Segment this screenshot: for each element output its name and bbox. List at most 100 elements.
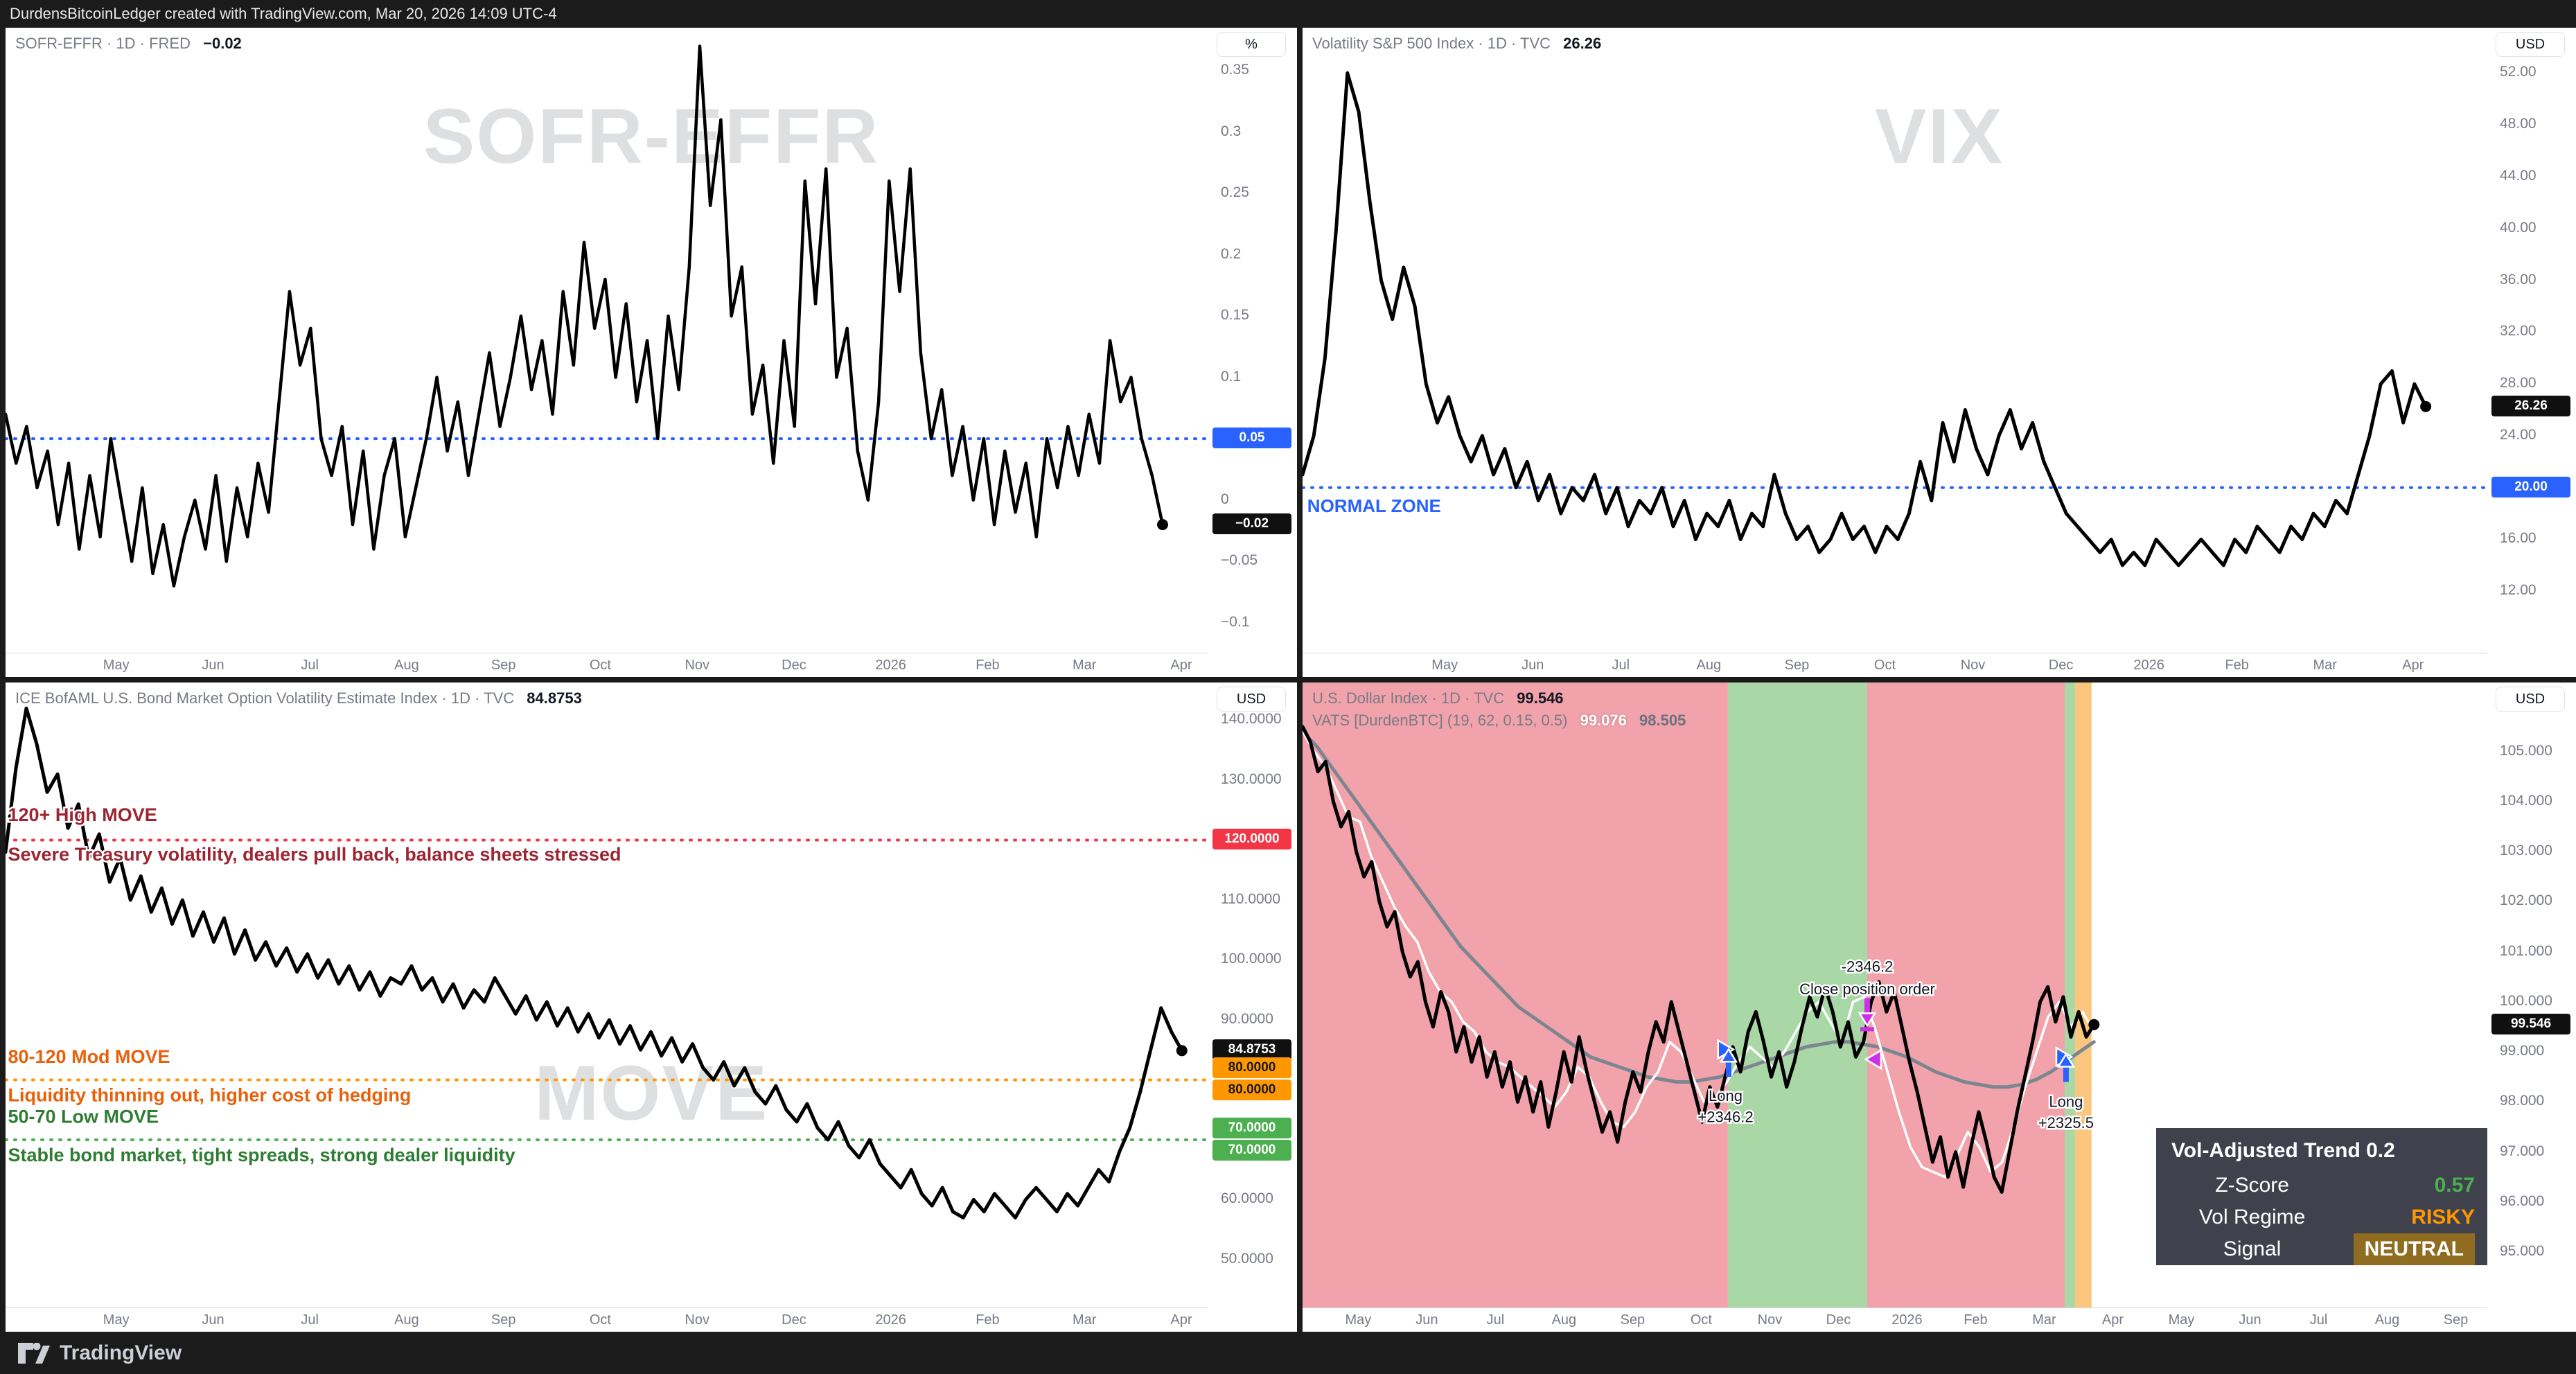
x-tick-label: Apr [1170,658,1192,673]
x-tick-label: 2026 [1891,1312,1923,1328]
x-tick-label: Sep [1784,658,1810,673]
sofr-time-axis[interactable]: May Jun Jul Aug Sep Oct Nov Dec 2026 Feb Mar Apr [6,653,1208,677]
x-tick-label: 2026 [2133,658,2164,673]
sofr-symbol-title[interactable]: SOFR-EFFR · 1D · FRED [15,35,191,52]
vix-plot-area[interactable]: NORMAL ZONE [1303,28,2487,653]
chart-annotation: NORMAL ZONE [1307,495,1441,516]
trade-marker-arrow-up[interactable] [2056,1052,2076,1068]
x-tick-label: May [1431,658,1458,673]
x-tick-label: Oct [1873,658,1896,673]
y-tick-label: 50.0000 [1221,1250,1273,1267]
dxy-last-value: 99.546 [1517,689,1564,707]
y-tick-label: 99.000 [2500,1043,2545,1059]
sofr-last-value: −0.02 [203,35,242,52]
vix-time-axis[interactable]: May Jun Jul Aug Sep Oct Nov Dec 2026 Feb Mar Apr [1303,653,2487,677]
x-tick-label: Jun [1415,1312,1438,1328]
x-tick-label: 2026 [875,658,906,673]
price-badge: 26.26 [2491,395,2570,416]
vix-symbol-title[interactable]: Volatility S&P 500 Index · 1D · TVC [1312,35,1551,52]
y-tick-label: 100.000 [2500,992,2552,1009]
x-tick-label: Dec [1826,1312,1851,1328]
move-chart-svg[interactable]: 120+ High MOVE Severe Treasury volatility… [6,682,1208,1308]
sofr-chart-svg[interactable] [6,28,1208,653]
dxy-time-axis[interactable]: May Jun Jul Aug Sep Oct Nov Dec 2026 Feb Mar Apr May… [1303,1307,2487,1332]
vix-price-axis[interactable]: USD 52.00 48.00 44.00 40.00 36.00 32.00 28.00 2… [2487,28,2576,653]
y-tick-label: 0 [1221,491,1229,507]
dxy-series-slow-ma[interactable] [1303,730,2096,1089]
x-tick-label: 2026 [875,1312,906,1328]
sofr-chart-header: SOFR-EFFR · 1D · FRED −0.02 [15,35,242,53]
vol-regime-value: RISKY [2411,1206,2475,1228]
y-tick-label: 28.00 [2500,375,2537,391]
sofr-unit-button[interactable]: % [1217,32,1286,57]
move-price-axis[interactable]: USD 140.0000 130.0000 110.0000 100.0000 90.0… [1208,682,1297,1308]
trade-marker-arrow-down[interactable] [1858,1012,1877,1028]
chart-annotation: 50-70 Low MOVE [8,1107,159,1127]
x-tick-label: Jul [1486,1312,1505,1328]
sofr-price-axis[interactable]: % 0.35 0.3 0.25 0.2 0.15 0.1 0 −0.05 −0.1 0.05 −0.… [1208,28,1297,653]
move-plot-area[interactable]: 120+ High MOVE Severe Treasury volatility… [6,682,1208,1308]
x-tick-label: Dec [2048,658,2074,673]
chart-annotation: Liquidity thinning out, higher cost of h… [8,1085,412,1106]
x-tick-label: May [103,1312,130,1328]
y-tick-label: 95.000 [2500,1243,2545,1260]
move-symbol-title[interactable]: ICE BofAML U.S. Bond Market Option Volat… [15,689,515,707]
x-tick-label: May [2168,1312,2195,1328]
y-tick-label: 48.00 [2500,116,2537,132]
signal-badge: NEUTRAL [2353,1233,2475,1265]
price-badge: 0.05 [1212,428,1291,449]
chart-annotation: Close position order [1799,980,1935,998]
dxy-price-axis[interactable]: USD 105.000 104.000 103.000 102.000 101.000 1… [2487,682,2576,1308]
x-tick-label: Jun [2239,1312,2261,1328]
sofr-plot-area[interactable] [6,28,1208,653]
tradingview-wordmark: TradingView [60,1341,182,1364]
vix-series-vix[interactable] [1303,71,2428,567]
y-tick-label: 101.000 [2500,942,2552,959]
signal-value-wrap: NEUTRAL [2348,1233,2487,1265]
y-tick-label: 97.000 [2500,1143,2545,1159]
dxy-series-fast-ma[interactable] [1303,730,2096,1179]
signal-label: Signal [2223,1238,2282,1260]
y-tick-label: 102.000 [2500,892,2552,909]
x-tick-label: Feb [976,658,1000,673]
vats-study-title[interactable]: VATS [DurdenBTC] (19, 62, 0.15, 0.5) [1312,712,1568,729]
y-tick-label: −0.05 [1221,552,1258,569]
price-badge: 84.8753 [1212,1039,1291,1061]
dxy-unit-button[interactable]: USD [2496,687,2565,712]
move-series-move[interactable] [6,706,1184,1219]
vix-unit-button[interactable]: USD [2496,32,2565,57]
x-tick-label: May [103,658,130,673]
panel-vix: VIX NORMAL ZONE Volatility S&P 500 Index… [1303,28,2576,677]
chart-annotation: Severe Treasury volatility, dealers pull… [8,844,621,865]
chart-annotation: -2346.2 [1842,958,1894,976]
move-unit-button[interactable]: USD [1217,687,1286,712]
dxy-symbol-title[interactable]: U.S. Dollar Index · 1D · TVC [1312,689,1505,707]
trade-marker-arrow-up[interactable] [1719,1047,1738,1063]
price-badge: 80.0000 [1212,1057,1291,1079]
chart-annotation: 120+ High MOVE [8,804,157,825]
vix-chart-svg[interactable]: NORMAL ZONE [1303,28,2487,653]
y-tick-label: −0.1 [1221,613,1250,630]
y-tick-label: 105.000 [2500,742,2552,759]
move-last-price-dot [1176,1045,1188,1057]
regime-zone-risk-off [1303,682,1728,1308]
sofr-series-sofr-effr-spread[interactable] [6,44,1165,588]
dxy-chart-svg[interactable]: Long +2346.2 -2346.2 Close position order Lo… [1303,682,2487,1308]
x-tick-label: Jul [301,658,319,673]
move-time-axis[interactable]: May Jun Jul Aug Sep Oct Nov Dec 2026 Feb Mar Apr [6,1307,1208,1332]
x-tick-label: Aug [1551,1312,1577,1328]
panel-move: MOVE 120+ High MOVE Severe Treasury volat… [6,682,1297,1332]
y-tick-label: 140.0000 [1221,711,1282,728]
price-badge: 120.0000 [1212,829,1291,850]
chart-grid: SOFR-EFFR SOFR-EFFR · 1D · FRED −0.02 % … [0,28,2576,1332]
dxy-series-dxy[interactable] [1303,725,2096,1194]
y-tick-label: 103.000 [2500,843,2552,859]
dxy-plot-area[interactable]: Long +2346.2 -2346.2 Close position order Lo… [1303,682,2487,1308]
y-tick-label: 0.1 [1221,368,1242,385]
y-tick-label: 104.000 [2500,792,2552,809]
x-tick-label: Jun [202,1312,224,1328]
price-badge: 70.0000 [1212,1117,1291,1138]
y-tick-label: 60.0000 [1221,1190,1273,1207]
x-tick-label: Mar [2032,1312,2056,1328]
trade-marker-tri-left[interactable] [1864,1048,1882,1071]
